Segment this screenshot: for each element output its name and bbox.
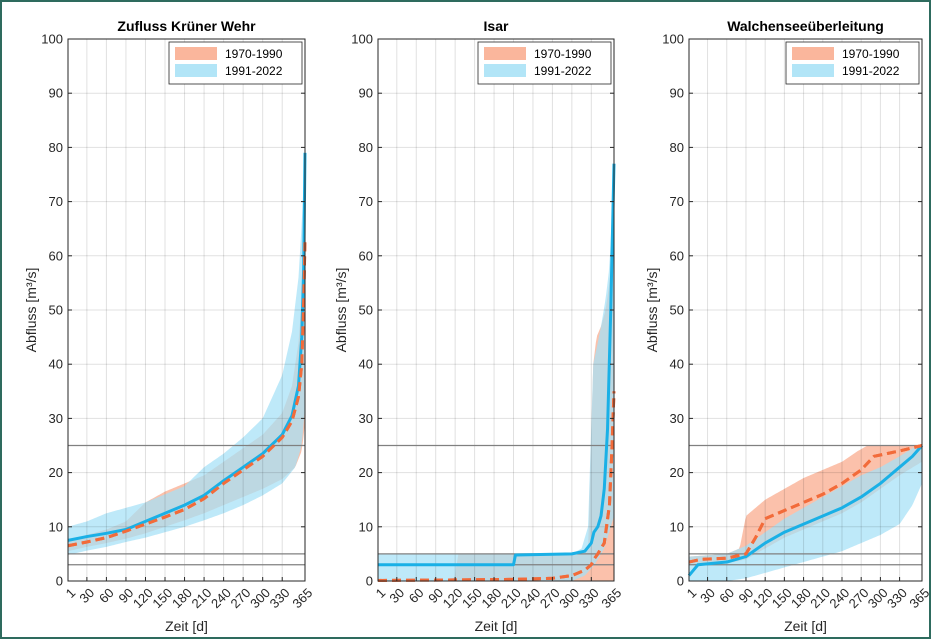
chart-title: Zufluss Krüner Wehr [117, 18, 256, 34]
y-tick-label: 100 [351, 32, 373, 47]
legend-label: 1991-2022 [225, 64, 283, 78]
band-1991-2022 [378, 158, 614, 582]
band-1991-2022 [68, 152, 305, 555]
y-tick-label: 50 [670, 303, 684, 318]
y-axis-label: Abfluss [m³/s] [644, 268, 660, 353]
x-tick-label: 1 [373, 585, 389, 601]
y-tick-label: 0 [677, 574, 684, 589]
legend-swatch [175, 64, 217, 77]
x-tick-label: 330 [267, 585, 293, 611]
y-tick-label: 70 [670, 194, 684, 209]
legend-swatch [484, 47, 526, 60]
median-line-overlay [688, 444, 923, 564]
x-tick-label: 30 [386, 585, 407, 606]
y-tick-label: 20 [359, 465, 373, 480]
y-tick-label: 50 [49, 303, 63, 318]
chart-panel-1: 0102030405060708090100130609012015018021… [23, 18, 315, 634]
x-tick-label: 365 [906, 585, 931, 611]
median-line-overlay [377, 391, 616, 582]
legend-swatch [484, 64, 526, 77]
x-tick-label: 365 [289, 585, 315, 611]
x-tick-label: 60 [716, 585, 737, 606]
x-tick-label: 60 [96, 585, 117, 606]
x-tick-label: 365 [598, 585, 624, 611]
x-tick-label: 30 [697, 585, 718, 606]
y-tick-label: 60 [49, 248, 63, 263]
y-tick-label: 60 [359, 248, 373, 263]
x-tick-label: 30 [76, 585, 97, 606]
chart-panel-3: 0102030405060708090100130609012015018021… [644, 18, 931, 634]
legend-swatch [792, 47, 834, 60]
chart-title: Walchenseeüberleitung [727, 18, 884, 34]
y-tick-label: 70 [359, 194, 373, 209]
y-tick-label: 80 [49, 140, 63, 155]
y-axis-label: Abfluss [m³/s] [333, 268, 349, 353]
y-tick-label: 60 [670, 248, 684, 263]
legend-label: 1991-2022 [534, 64, 592, 78]
y-tick-label: 40 [670, 357, 684, 372]
x-axis-label: Zeit [d] [475, 618, 518, 634]
y-tick-label: 20 [49, 465, 63, 480]
y-tick-label: 10 [359, 519, 373, 534]
y-axis-label: Abfluss [m³/s] [23, 268, 39, 353]
legend: 1970-1990 1991-2022 [477, 41, 612, 85]
y-tick-label: 30 [359, 411, 373, 426]
y-tick-label: 20 [670, 465, 684, 480]
band-1991-2022 [689, 445, 922, 581]
y-tick-label: 80 [359, 140, 373, 155]
y-tick-label: 100 [662, 32, 684, 47]
x-tick-label: 330 [884, 585, 910, 611]
legend-label: 1970-1990 [225, 47, 283, 61]
plot-area [378, 39, 614, 581]
chart-title: Isar [484, 18, 509, 34]
x-axis-label: Zeit [d] [165, 618, 208, 634]
x-tick-label: 1 [63, 585, 79, 601]
x-tick-label: 1 [684, 585, 700, 601]
legend-label: 1991-2022 [842, 64, 900, 78]
y-tick-label: 90 [49, 86, 63, 101]
median-line-1991-2022 [687, 444, 924, 577]
median-line-overlay [67, 239, 307, 548]
legend-swatch [792, 64, 834, 77]
y-tick-label: 0 [366, 574, 373, 589]
y-tick-label: 30 [49, 411, 63, 426]
y-tick-label: 0 [56, 574, 63, 589]
legend: 1970-1990 1991-2022 [785, 41, 920, 85]
y-tick-label: 10 [49, 519, 63, 534]
median-line-1991-2022 [378, 163, 616, 567]
y-tick-label: 30 [670, 411, 684, 426]
legend-label: 1970-1990 [842, 47, 900, 61]
x-axis-label: Zeit [d] [784, 618, 827, 634]
legend: 1970-1990 1991-2022 [168, 41, 303, 85]
y-tick-label: 90 [670, 86, 684, 101]
y-tick-label: 100 [41, 32, 63, 47]
y-tick-label: 50 [359, 303, 373, 318]
y-tick-label: 40 [359, 357, 373, 372]
legend-label: 1970-1990 [534, 47, 592, 61]
chart-panel-2: 0102030405060708090100130609012015018021… [333, 18, 624, 634]
x-tick-label: 60 [406, 585, 427, 606]
y-tick-label: 40 [49, 357, 63, 372]
median-line-1991-2022 [67, 152, 307, 542]
y-tick-label: 80 [670, 140, 684, 155]
y-tick-label: 90 [359, 86, 373, 101]
x-tick-label: 330 [576, 585, 602, 611]
y-tick-label: 10 [670, 519, 684, 534]
y-tick-label: 70 [49, 194, 63, 209]
legend-swatch [175, 47, 217, 60]
